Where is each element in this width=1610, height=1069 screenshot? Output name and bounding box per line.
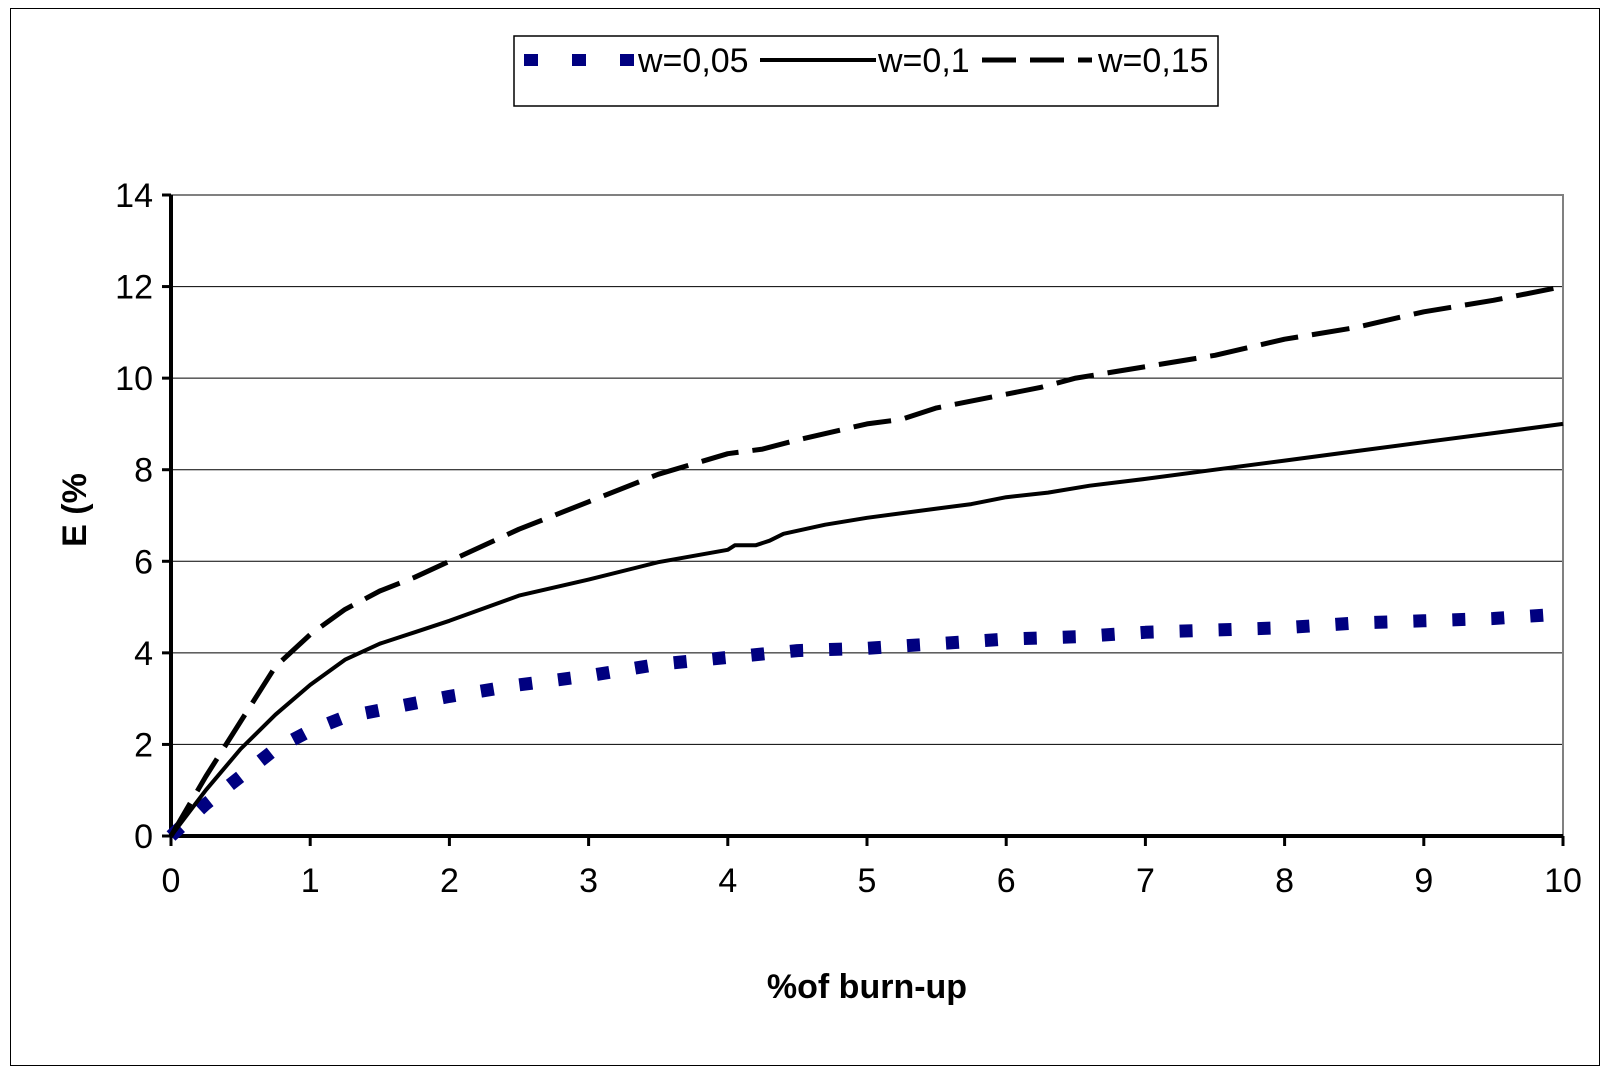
y-tick-label: 10 <box>115 360 153 398</box>
x-tick-label: 10 <box>1544 862 1582 900</box>
series-line-w-0-05 <box>166 607 1564 841</box>
x-tick-label: 7 <box>1136 862 1155 900</box>
x-tick-label: 0 <box>162 862 181 900</box>
y-tick-label: 8 <box>134 452 153 490</box>
y-tick-label: 0 <box>134 818 153 856</box>
y-tick-label: 6 <box>134 543 153 581</box>
grid-lines <box>171 194 1563 837</box>
legend: w=0,05 w=0,1 w=0,15 <box>513 35 1219 107</box>
chart-frame <box>10 8 1600 1066</box>
y-tick-labels: 0 2 4 6 8 10 12 14 <box>115 177 153 856</box>
x-tick-label: 3 <box>579 862 598 900</box>
y-tick-label: 2 <box>134 726 153 764</box>
y-tick-label: 4 <box>134 635 153 673</box>
legend-label: w=0,15 <box>1097 42 1209 80</box>
x-tick-label: 5 <box>858 862 877 900</box>
x-tick-label: 2 <box>440 862 459 900</box>
y-tick-label: 12 <box>115 269 153 307</box>
x-tick-label: 6 <box>997 862 1016 900</box>
legend-label: w=0,05 <box>637 42 749 80</box>
x-axis-label: %of burn-up <box>767 968 967 1006</box>
axes <box>162 193 1565 846</box>
y-tick-label: 14 <box>115 177 153 215</box>
series-line-w-0-15 <box>168 284 1564 838</box>
x-tick-label: 8 <box>1275 862 1294 900</box>
x-tick-label: 1 <box>301 862 320 900</box>
plot-area <box>170 194 1564 837</box>
x-tick-label: 9 <box>1414 862 1433 900</box>
x-tick-label: 4 <box>718 862 737 900</box>
legend-label: w=0,1 <box>877 42 970 80</box>
series-lines <box>166 284 1564 841</box>
series-line-w-0-1 <box>169 421 1564 838</box>
legend-box <box>513 35 1219 107</box>
y-axis-label: E (% <box>56 473 94 547</box>
x-tick-labels: 0 1 2 3 4 5 6 7 8 9 10 <box>162 862 1582 900</box>
